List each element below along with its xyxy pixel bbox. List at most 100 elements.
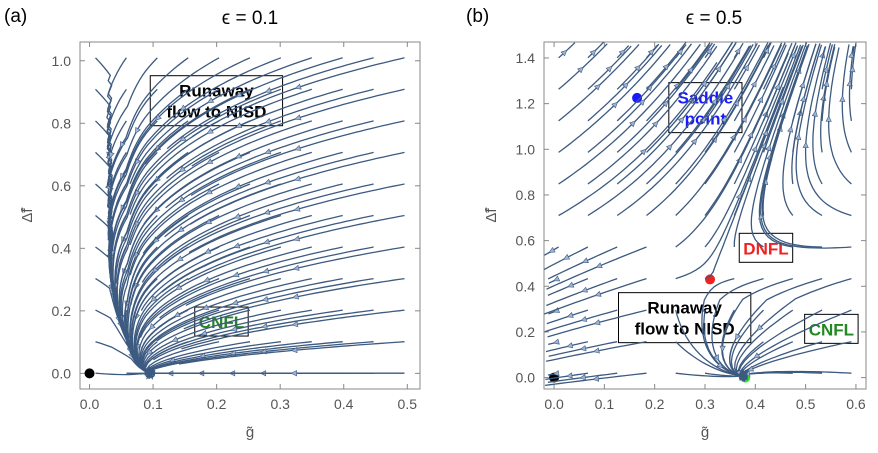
stream-arrow: [719, 345, 726, 353]
y-tick-label: 1.4: [516, 50, 536, 66]
panel-a: (a) ϵ = 0.1 0.0 0.1 0.2 0.3 0.4 0.5 0.0 0.2 0.4 0.6…: [4, 6, 421, 441]
stream-arrow: [235, 122, 243, 128]
stream-arrow: [849, 65, 856, 73]
stream-arrow: [750, 80, 757, 88]
stream-arrow: [589, 49, 597, 57]
stream-arrow: [629, 120, 636, 128]
x-tick-label: 0.2: [207, 396, 227, 412]
stream-arrow: [839, 95, 846, 102]
panel-b: (b) ϵ = 0.5 0.0 0.1 0.2 0.3 0.4 0.5 0.6 0.0 0.2 0.4…: [466, 6, 867, 441]
stream-arrow: [647, 48, 655, 56]
stream-arrow: [205, 218, 213, 225]
stream-arrow: [753, 352, 761, 359]
y-tick-label: 0.4: [516, 278, 536, 294]
stream-line: [558, 44, 671, 153]
x-tick-label: 0.4: [746, 396, 766, 412]
stream-arrow: [700, 80, 708, 88]
stream-arrow: [823, 80, 830, 87]
stream-arrow: [548, 246, 556, 253]
y-tick-label: 0.0: [516, 370, 536, 386]
x-tick-label: 0.0: [80, 396, 100, 412]
y-tick-label: 1.0: [52, 53, 72, 69]
stream-arrow: [119, 141, 126, 149]
y-tick-label: 1.0: [516, 141, 536, 157]
stream-arrow: [802, 141, 809, 149]
stream-arrow: [825, 115, 832, 122]
y-tick-label: 0.2: [516, 324, 536, 340]
stream-arrow: [705, 47, 712, 56]
stream-arrow: [618, 49, 626, 56]
stream-arrow: [848, 51, 855, 59]
stream-arrow: [135, 126, 141, 135]
stream-arrow: [715, 65, 722, 73]
stream-arrow: [203, 276, 211, 283]
stream-arrow: [735, 333, 742, 341]
stream-arrow: [720, 116, 727, 124]
stream-arrow: [179, 135, 187, 142]
stream-arrow: [201, 304, 210, 310]
stream-arrow: [800, 95, 807, 103]
stream-arrow: [178, 165, 186, 173]
stream-arrow: [155, 114, 162, 121]
stream-arrow: [552, 370, 560, 377]
stream-arrow: [661, 100, 669, 108]
stream-arrow: [262, 238, 271, 245]
stream-arrow: [789, 51, 796, 59]
x-axis: 0.0 0.1 0.2 0.3 0.4 0.5: [80, 42, 417, 412]
stream-arrow: [176, 255, 184, 262]
x-axis-label: g̃: [701, 424, 709, 441]
chart-title: ϵ = 0.1: [222, 8, 278, 29]
stream-arrow: [177, 226, 185, 233]
panel-label: (a): [4, 6, 27, 27]
annotation-box: CNFL: [804, 313, 859, 344]
stream-arrow: [592, 375, 600, 382]
stream-arrow: [765, 144, 772, 152]
stream-arrow: [207, 97, 215, 104]
stream-arrow: [292, 264, 300, 271]
y-axis: 0.0 0.2 0.4 0.6 0.8 1.0: [52, 53, 420, 381]
stream-arrow: [677, 116, 685, 124]
chart-title: ϵ = 0.5: [686, 8, 742, 29]
stream-arrow: [762, 129, 769, 137]
stream-arrow: [263, 208, 271, 215]
y-tick-label: 0.6: [52, 178, 72, 194]
stream-arrow: [662, 63, 669, 71]
stream-arrow: [763, 47, 770, 55]
stream-arrow: [179, 104, 187, 111]
stream-arrow: [756, 324, 764, 331]
y-tick-label: 0.8: [52, 115, 72, 131]
stream-arrow: [605, 65, 613, 73]
stream-arrow: [581, 257, 589, 264]
stream-arrow: [770, 62, 777, 70]
stream-arrow: [611, 101, 619, 109]
stream-arrow: [235, 91, 243, 98]
stream-arrow: [724, 82, 731, 90]
stream-arrow: [230, 325, 238, 332]
stream-arrow: [787, 125, 794, 133]
stream-arrow: [594, 290, 602, 297]
stream-arrow: [566, 312, 574, 318]
stream-line: [587, 44, 663, 122]
stream-arrow: [579, 374, 586, 381]
stream-arrow: [553, 275, 561, 282]
stream-arrow: [151, 266, 159, 274]
stream-arrow: [751, 145, 758, 153]
y-tick-label: 0.2: [52, 303, 72, 319]
stream-arrow: [740, 115, 747, 123]
stream-arrow: [665, 143, 673, 151]
stream-arrow: [822, 66, 829, 74]
stream-arrow: [175, 284, 183, 291]
stream-arrow: [293, 175, 301, 182]
y-tick-label: 0.6: [516, 233, 536, 249]
y-tick-label: 0.4: [52, 240, 72, 256]
stream-arrow: [622, 82, 629, 89]
stream-arrow: [595, 262, 603, 269]
stream-arrow: [811, 110, 818, 117]
stream-arrow: [567, 281, 575, 288]
annotation-text: flow to NISD: [635, 320, 735, 339]
stream-arrow: [593, 83, 601, 91]
stream-arrow: [293, 205, 301, 212]
stream-arrow: [634, 64, 641, 72]
stream-arrow: [178, 196, 186, 203]
stream-arrow: [580, 286, 589, 293]
